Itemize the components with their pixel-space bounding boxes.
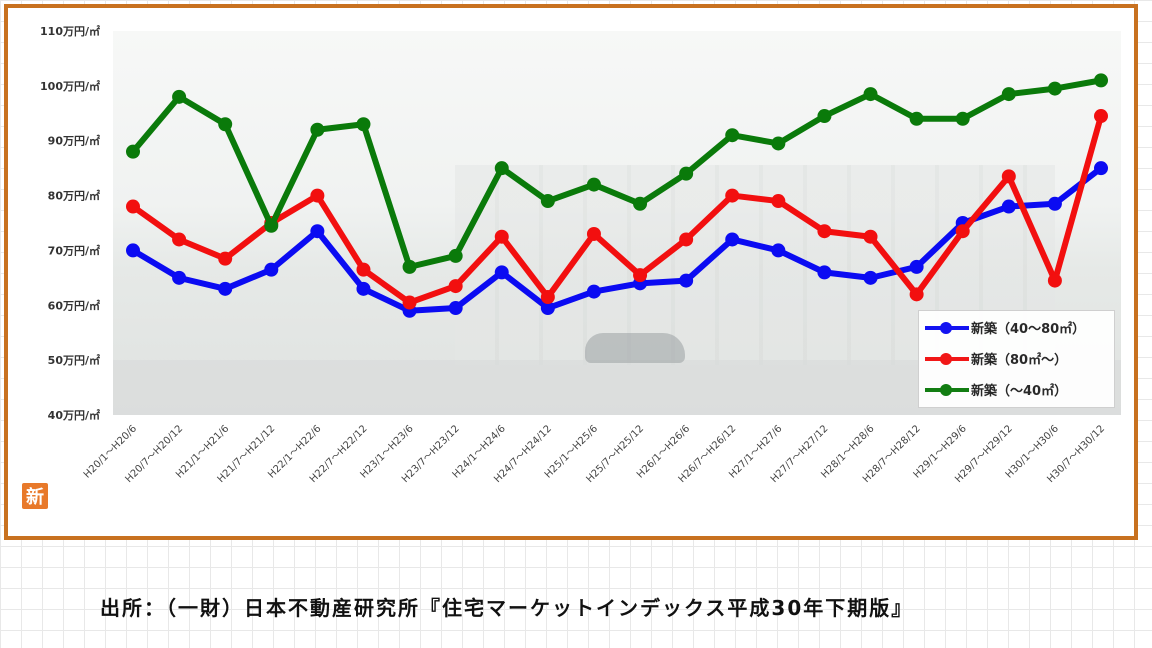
y-tick-label: 40万円/㎡ bbox=[48, 408, 100, 422]
data-point-2 bbox=[679, 166, 694, 181]
data-point-2 bbox=[494, 161, 509, 176]
data-point-0 bbox=[725, 232, 740, 247]
data-point-2 bbox=[126, 144, 140, 159]
y-tick-label: 60万円/㎡ bbox=[48, 298, 100, 312]
source-caption: 出所：（一財）日本不動産研究所『住宅マーケットインデックス平成30年下期版』 bbox=[100, 596, 914, 620]
data-point-1 bbox=[448, 279, 463, 294]
data-point-0 bbox=[771, 243, 786, 258]
y-tick-label: 80万円/㎡ bbox=[48, 189, 100, 203]
data-point-1 bbox=[863, 229, 878, 244]
data-point-0 bbox=[863, 270, 878, 285]
data-point-1 bbox=[909, 287, 924, 302]
data-point-0 bbox=[1047, 196, 1062, 211]
data-point-0 bbox=[310, 224, 325, 239]
y-tick-label: 100万円/㎡ bbox=[40, 79, 100, 93]
data-point-0 bbox=[172, 270, 187, 285]
data-point-0 bbox=[586, 284, 601, 299]
data-point-2 bbox=[172, 89, 187, 104]
series-line-0 bbox=[130, 165, 1104, 314]
legend-marker-green bbox=[940, 384, 952, 396]
legend-label-red: 新築（80㎡～） bbox=[971, 353, 1068, 368]
data-point-0 bbox=[264, 262, 279, 277]
data-point-0 bbox=[356, 281, 371, 296]
chart-legend: 新築（40～80㎡） 新築（80㎡～） 新築（～40㎡） bbox=[918, 310, 1115, 408]
series-line-2 bbox=[130, 77, 1104, 270]
data-point-2 bbox=[955, 111, 970, 126]
data-point-1 bbox=[402, 295, 417, 310]
data-point-0 bbox=[540, 301, 555, 316]
data-point-2 bbox=[863, 87, 878, 102]
data-point-1 bbox=[955, 224, 970, 239]
data-point-0 bbox=[494, 265, 509, 280]
data-point-2 bbox=[586, 177, 601, 192]
y-tick-label: 90万円/㎡ bbox=[48, 134, 100, 148]
data-point-1 bbox=[1094, 109, 1108, 124]
data-point-0 bbox=[679, 273, 694, 288]
data-point-1 bbox=[540, 290, 555, 305]
data-point-2 bbox=[540, 194, 555, 209]
legend-label-blue: 新築（40～80㎡） bbox=[971, 322, 1086, 337]
data-point-0 bbox=[1094, 161, 1108, 176]
data-point-2 bbox=[264, 218, 279, 233]
data-point-1 bbox=[356, 262, 371, 277]
data-point-1 bbox=[126, 199, 140, 214]
legend-item-blue: 新築（40～80㎡） bbox=[923, 316, 1111, 338]
data-point-1 bbox=[172, 232, 187, 247]
data-point-2 bbox=[218, 117, 233, 132]
data-point-2 bbox=[310, 122, 325, 137]
legend-item-green: 新築（～40㎡） bbox=[923, 378, 1111, 400]
data-point-1 bbox=[771, 194, 786, 209]
y-tick-label: 50万円/㎡ bbox=[48, 353, 100, 367]
data-point-2 bbox=[725, 128, 740, 143]
data-point-1 bbox=[218, 251, 233, 266]
series-line-1 bbox=[130, 113, 1104, 306]
data-point-1 bbox=[1001, 169, 1016, 184]
data-point-1 bbox=[817, 224, 832, 239]
y-tick-label: 110万円/㎡ bbox=[40, 24, 100, 38]
data-point-2 bbox=[633, 196, 648, 211]
legend-marker-blue bbox=[940, 322, 952, 334]
legend-item-red: 新築（80㎡～） bbox=[923, 347, 1111, 369]
data-point-2 bbox=[448, 248, 463, 263]
data-point-2 bbox=[356, 117, 371, 132]
data-point-0 bbox=[218, 281, 233, 296]
data-point-0 bbox=[126, 243, 140, 258]
data-point-1 bbox=[494, 229, 509, 244]
data-point-1 bbox=[1047, 273, 1062, 288]
data-point-1 bbox=[725, 188, 740, 203]
data-point-2 bbox=[1001, 87, 1016, 102]
data-point-2 bbox=[1094, 73, 1108, 88]
data-point-1 bbox=[586, 226, 601, 241]
data-point-1 bbox=[679, 232, 694, 247]
legend-label-green: 新築（～40㎡） bbox=[971, 384, 1068, 399]
car-photo bbox=[585, 333, 685, 363]
data-point-1 bbox=[633, 268, 648, 283]
data-point-2 bbox=[817, 109, 832, 124]
data-point-0 bbox=[909, 259, 924, 274]
y-tick-label: 70万円/㎡ bbox=[48, 243, 100, 257]
data-point-0 bbox=[817, 265, 832, 280]
legend-marker-red bbox=[940, 353, 952, 365]
data-point-2 bbox=[909, 111, 924, 126]
new-build-badge: 新 bbox=[22, 483, 48, 509]
data-point-1 bbox=[310, 188, 325, 203]
data-point-2 bbox=[402, 259, 417, 274]
data-point-0 bbox=[1001, 199, 1016, 214]
data-point-0 bbox=[448, 301, 463, 316]
data-point-2 bbox=[771, 136, 786, 151]
data-point-2 bbox=[1047, 81, 1062, 96]
